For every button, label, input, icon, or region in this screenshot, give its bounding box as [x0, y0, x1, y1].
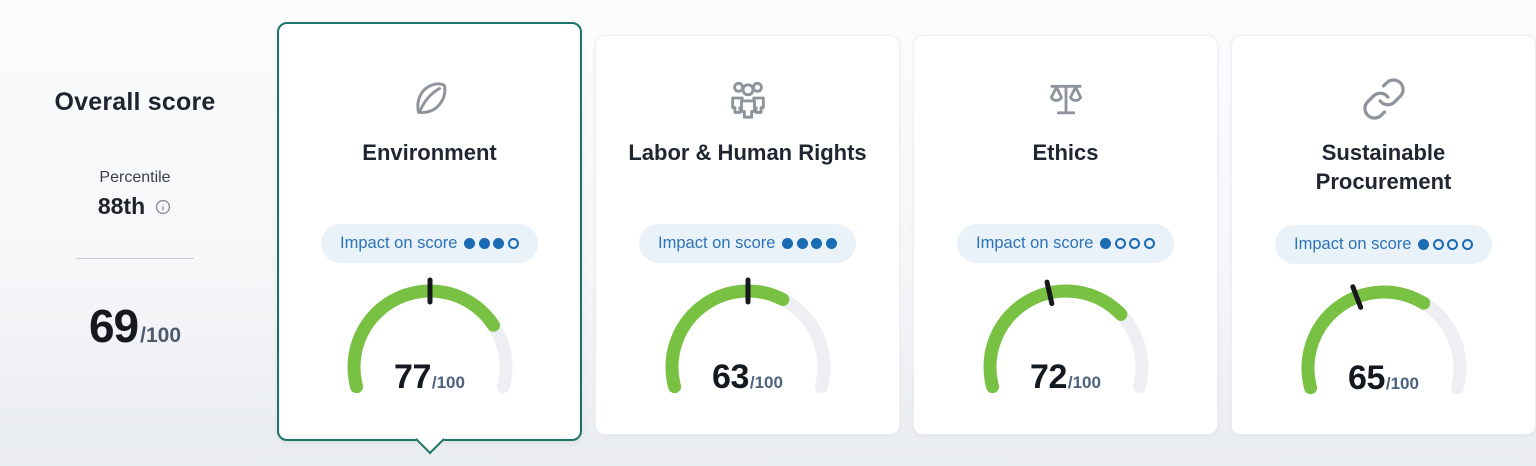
impact-dot-empty	[1143, 238, 1155, 249]
impact-dot-empty	[1447, 238, 1459, 250]
score-gauge: 72 /100	[966, 277, 1166, 399]
overall-score-value-row: 69 /100	[14, 299, 256, 353]
impact-on-score-badge: Impact on score	[1275, 224, 1492, 264]
impact-dots	[464, 238, 519, 249]
gauge-score: 72 /100	[966, 358, 1166, 397]
impact-label: Impact on score	[1294, 234, 1412, 253]
category-score-suffix: /100	[1067, 373, 1101, 392]
impact-dot-filled	[825, 238, 837, 249]
percentile-label: Percentile	[99, 169, 171, 186]
score-gauge: 63 /100	[648, 277, 848, 399]
impact-dot-empty	[1129, 238, 1141, 249]
impact-dot-filled	[493, 238, 505, 249]
impact-dot-filled	[782, 238, 794, 249]
impact-on-score-badge: Impact on score	[957, 224, 1174, 263]
impact-dot-empty	[1461, 238, 1473, 250]
card-title: Sustainable Procurement	[1315, 140, 1452, 195]
impact-dot-filled	[811, 238, 823, 249]
gauge-arc	[347, 277, 512, 394]
score-gauge: 65 /100	[1284, 278, 1484, 400]
card-title: Labor & Human Rights	[628, 140, 867, 165]
category-score-suffix: /100	[1385, 373, 1419, 393]
impact-label: Impact on score	[340, 234, 458, 252]
gauge-score: 77 /100	[330, 358, 530, 397]
card-title: Ethics	[1032, 140, 1099, 165]
gauge-score: 63 /100	[648, 358, 848, 397]
category-card-ethics[interactable]: Ethics Impact on score 72 /100	[913, 35, 1218, 435]
impact-dot-filled	[464, 238, 476, 249]
category-card-sustainable-procurement[interactable]: Sustainable Procurement Impact on score …	[1231, 35, 1536, 435]
category-score-value: 77	[394, 358, 431, 396]
category-card-labor-human-rights[interactable]: Labor & Human Rights Impact on score 63 …	[595, 35, 900, 435]
people-icon	[596, 76, 899, 122]
percentile-row: 88th	[14, 193, 256, 220]
impact-dots	[782, 238, 837, 249]
impact-dot-filled	[478, 238, 490, 249]
category-score-value: 72	[1030, 358, 1067, 396]
impact-dot-empty	[507, 238, 519, 249]
impact-on-score-badge: Impact on score	[321, 224, 538, 263]
impact-dot-empty	[1114, 238, 1126, 249]
impact-dot-filled	[796, 238, 808, 249]
impact-dot-filled	[1100, 238, 1112, 249]
overall-score-suffix: /100	[140, 324, 182, 347]
category-cards: Environment Impact on score 77 /100	[277, 0, 1536, 466]
gauge-arc	[1301, 283, 1466, 394]
card-title: Environment	[362, 140, 497, 165]
overall-score-value: 69	[88, 300, 139, 352]
link-icon	[1232, 76, 1535, 122]
leaf-icon	[279, 76, 580, 122]
category-card-environment[interactable]: Environment Impact on score 77 /100	[277, 22, 582, 441]
divider	[76, 258, 194, 259]
impact-dots	[1418, 238, 1473, 250]
gauge-arc	[665, 277, 830, 394]
impact-label: Impact on score	[658, 234, 776, 252]
scales-icon	[914, 76, 1217, 122]
gauge-score: 65 /100	[1284, 359, 1484, 398]
overall-score-panel: Overall score Percentile 88th 69 /100	[14, 0, 256, 466]
impact-dot-filled	[1418, 238, 1430, 250]
impact-label: Impact on score	[976, 234, 1094, 252]
percentile-value: 88th	[97, 193, 146, 219]
overall-score-title: Overall score	[54, 88, 216, 116]
score-gauge: 77 /100	[330, 277, 530, 399]
category-score-value: 65	[1348, 358, 1385, 397]
gauge-arc	[983, 279, 1148, 394]
impact-on-score-badge: Impact on score	[639, 224, 856, 263]
impact-dot-empty	[1432, 238, 1444, 250]
info-icon[interactable]	[154, 198, 172, 216]
category-score-suffix: /100	[749, 373, 783, 392]
category-score-suffix: /100	[431, 373, 465, 392]
impact-dots	[1100, 238, 1155, 249]
category-score-value: 63	[712, 358, 749, 396]
